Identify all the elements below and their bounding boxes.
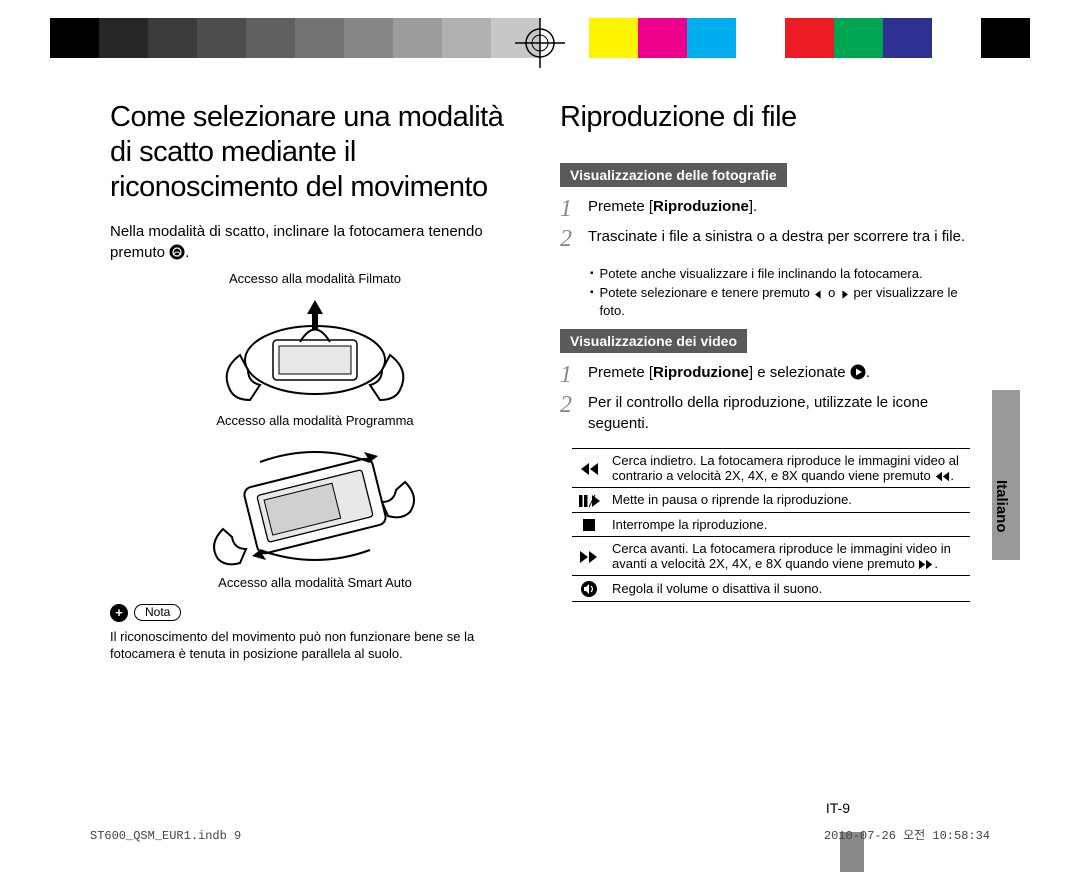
caption-programma: Accesso alla modalità Programma — [110, 413, 520, 428]
row-text: Mette in pausa o riprende la riproduzion… — [606, 487, 970, 512]
illustration-tilt-back — [205, 292, 425, 407]
step-number: 2 — [560, 393, 578, 434]
controls-table: Cerca indietro. La fotocamera riproduce … — [572, 448, 970, 602]
fast-forward-icon — [579, 550, 599, 564]
nota-text: Il riconoscimento del movimento può non … — [110, 628, 520, 663]
language-label: Italiano — [993, 480, 1010, 533]
bullet-tilt: Potete anche visualizzare i file inclina… — [590, 265, 970, 283]
intro-text: Nella modalità di scatto, inclinare la f… — [110, 222, 520, 263]
step-text: Per il controllo della riproduzione, uti… — [588, 393, 970, 434]
play-circle-icon — [850, 364, 866, 380]
fast-forward-icon — [918, 559, 934, 570]
arrow-right-icon — [839, 289, 850, 300]
row-text: Interrompe la riproduzione. — [606, 512, 970, 537]
video-steps: 1 Premete [Riproduzione] e selezionate .… — [560, 363, 970, 434]
step-text: Trascinate i file a sinistra o a destra … — [588, 227, 970, 251]
step-number: 1 — [560, 197, 578, 221]
footer-timestamp: 2010-07-26 오전 10:58:34 — [824, 826, 990, 843]
motion-button-icon — [169, 244, 185, 260]
illustration-tilt-side — [205, 434, 425, 569]
caption-smartauto: Accesso alla modalità Smart Auto — [110, 575, 520, 590]
left-column: Come selezionare una modalità di scatto … — [110, 100, 520, 791]
plus-icon: + — [110, 604, 128, 622]
photo-steps: 1 Premete [Riproduzione]. 2 Trascinate i… — [560, 197, 970, 251]
registration-mark-icon — [515, 18, 565, 68]
step-text: Premete [Riproduzione] e selezionate . — [588, 363, 970, 387]
volume-icon — [580, 581, 598, 597]
section-header-video: Visualizzazione dei video — [560, 329, 747, 353]
nota-header: + Nota — [110, 604, 520, 622]
step-number: 1 — [560, 363, 578, 387]
page-content: Come selezionare una modalità di scatto … — [110, 100, 970, 791]
intro-pre: Nella modalità di scatto, inclinare la f… — [110, 223, 483, 260]
photo-step-2: 2 Trascinate i file a sinistra o a destr… — [560, 227, 970, 251]
table-row: Interrompe la riproduzione. — [572, 512, 970, 537]
row-text: Cerca indietro. La fotocamera riproduce … — [606, 448, 970, 487]
intro-post: . — [185, 244, 189, 261]
bullet-arrows: Potete selezionare e tenere premuto o pe… — [590, 284, 970, 319]
stop-icon — [582, 518, 596, 532]
rewind-icon — [579, 462, 599, 476]
language-tab — [992, 390, 1020, 560]
table-row: Cerca indietro. La fotocamera riproduce … — [572, 448, 970, 487]
step-text: Premete [Riproduzione]. — [588, 197, 970, 221]
photo-step-1: 1 Premete [Riproduzione]. — [560, 197, 970, 221]
photo-bullets: Potete anche visualizzare i file inclina… — [590, 265, 970, 320]
nota-label: Nota — [134, 604, 181, 621]
section-header-photos: Visualizzazione delle fotografie — [560, 163, 787, 187]
step-number: 2 — [560, 227, 578, 251]
row-text: Regola il volume o disattiva il suono. — [606, 576, 970, 602]
page-number: IT-9 — [826, 800, 850, 816]
video-step-2: 2 Per il controllo della riproduzione, u… — [560, 393, 970, 434]
caption-filmato: Accesso alla modalità Filmato — [110, 271, 520, 286]
right-column: Riproduzione di file Visualizzazione del… — [560, 100, 970, 791]
table-row: Regola il volume o disattiva il suono. — [572, 576, 970, 602]
row-text: Cerca avanti. La fotocamera riproduce le… — [606, 537, 970, 576]
video-step-1: 1 Premete [Riproduzione] e selezionate . — [560, 363, 970, 387]
left-title: Come selezionare una modalità di scatto … — [110, 100, 520, 204]
table-row: Mette in pausa o riprende la riproduzion… — [572, 487, 970, 512]
rewind-icon — [934, 471, 950, 482]
right-title: Riproduzione di file — [560, 100, 970, 135]
arrow-left-icon — [813, 289, 824, 300]
table-row: Cerca avanti. La fotocamera riproduce le… — [572, 537, 970, 576]
pause-play-icon — [578, 494, 600, 508]
footer-filename: ST600_QSM_EUR1.indb 9 — [90, 829, 241, 843]
